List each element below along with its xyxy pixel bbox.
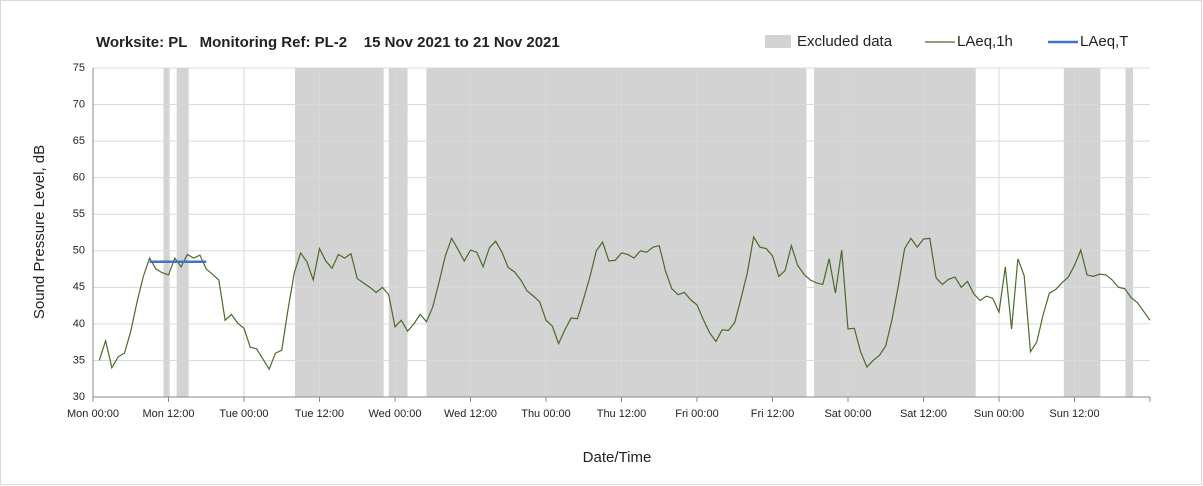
x-tick-label: Fri 00:00 — [675, 408, 718, 420]
y-tick-label: 55 — [73, 208, 85, 220]
excluded-region — [1063, 68, 1101, 397]
x-tick-label: Wed 00:00 — [368, 408, 421, 420]
x-tick-label: Thu 12:00 — [597, 408, 647, 420]
legend-label: LAeq,1h — [957, 33, 1013, 50]
excluded-region — [1125, 68, 1134, 397]
excluded-region — [294, 68, 384, 397]
y-axis-label: Sound Pressure Level, dB — [31, 145, 48, 319]
x-tick-label: Sat 00:00 — [824, 408, 871, 420]
x-tick-label: Thu 00:00 — [521, 408, 571, 420]
x-tick-label: Sat 12:00 — [900, 408, 947, 420]
x-tick-label: Sun 00:00 — [974, 408, 1024, 420]
x-tick-label: Mon 00:00 — [67, 408, 119, 420]
y-tick-label: 65 — [73, 135, 85, 147]
x-tick-label: Fri 12:00 — [751, 408, 794, 420]
excluded-region — [814, 68, 976, 397]
y-tick-label: 70 — [73, 98, 85, 110]
legend-label: LAeq,T — [1080, 33, 1128, 50]
x-tick-label: Mon 12:00 — [143, 408, 195, 420]
y-tick-label: 60 — [73, 172, 85, 184]
y-tick-label: 75 — [73, 62, 85, 74]
y-tick-label: 50 — [73, 245, 85, 257]
legend-label: Excluded data — [797, 33, 893, 50]
x-tick-label: Wed 12:00 — [444, 408, 497, 420]
excluded-region — [388, 68, 408, 397]
x-tick-label: Sun 12:00 — [1049, 408, 1099, 420]
data-line — [98, 235, 1151, 371]
x-tick-label: Tue 00:00 — [219, 408, 268, 420]
y-tick-label: 30 — [73, 391, 85, 403]
chart-title: Worksite: PL Monitoring Ref: PL-2 15 Nov… — [96, 34, 560, 51]
x-axis-label: Date/Time — [583, 449, 652, 466]
x-tick-label: Tue 12:00 — [295, 408, 344, 420]
y-tick-label: 35 — [73, 354, 85, 366]
legend-swatch — [765, 35, 791, 48]
y-tick-label: 40 — [73, 318, 85, 330]
excluded-region — [426, 68, 807, 397]
excluded-region — [176, 68, 189, 397]
y-tick-label: 45 — [73, 281, 85, 293]
excluded-region — [163, 68, 170, 397]
